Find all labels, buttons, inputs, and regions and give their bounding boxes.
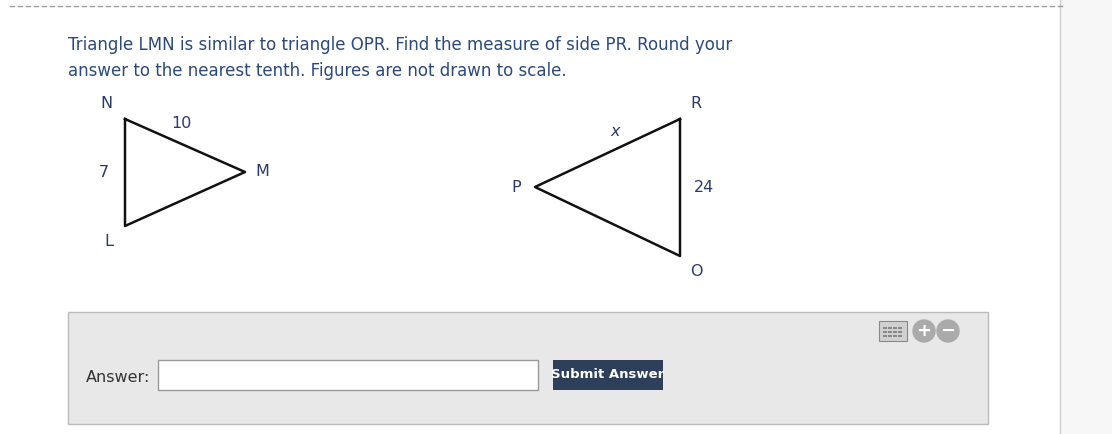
Text: x: x (610, 124, 620, 139)
Text: 10: 10 (171, 116, 191, 132)
FancyBboxPatch shape (893, 331, 896, 333)
Text: −: − (941, 322, 955, 340)
Text: answer to the nearest tenth. Figures are not drawn to scale.: answer to the nearest tenth. Figures are… (68, 62, 567, 80)
FancyBboxPatch shape (898, 331, 902, 333)
Text: 7: 7 (99, 165, 109, 180)
Text: P: P (512, 180, 522, 194)
Text: N: N (101, 96, 113, 111)
Circle shape (913, 320, 935, 342)
FancyBboxPatch shape (898, 326, 902, 329)
Text: L: L (105, 234, 113, 249)
FancyBboxPatch shape (158, 360, 538, 390)
FancyBboxPatch shape (553, 360, 663, 390)
FancyBboxPatch shape (883, 326, 886, 329)
Text: Submit Answer: Submit Answer (552, 368, 665, 381)
Text: R: R (691, 96, 702, 111)
Text: +: + (916, 322, 932, 340)
FancyBboxPatch shape (883, 335, 886, 337)
FancyBboxPatch shape (68, 312, 987, 424)
FancyBboxPatch shape (893, 326, 896, 329)
Text: Triangle LMN is similar to triangle OPR. Find the measure of side PR. Round your: Triangle LMN is similar to triangle OPR.… (68, 36, 732, 54)
FancyBboxPatch shape (888, 335, 892, 337)
FancyBboxPatch shape (893, 335, 896, 337)
FancyBboxPatch shape (888, 326, 892, 329)
FancyBboxPatch shape (0, 0, 1060, 434)
Text: O: O (691, 264, 703, 279)
Text: Answer:: Answer: (86, 371, 150, 385)
FancyBboxPatch shape (878, 321, 907, 341)
Text: M: M (255, 164, 269, 180)
FancyBboxPatch shape (883, 331, 886, 333)
Text: 24: 24 (694, 180, 714, 195)
FancyBboxPatch shape (898, 335, 902, 337)
FancyBboxPatch shape (888, 331, 892, 333)
Circle shape (937, 320, 959, 342)
